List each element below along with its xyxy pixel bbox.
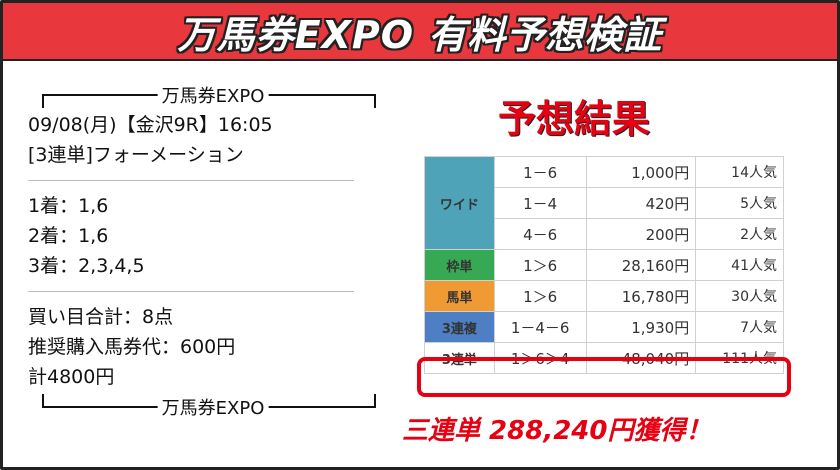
- combo: 1－4－6: [493, 311, 587, 343]
- bracket-tick-left: [42, 94, 44, 108]
- table-row: 4－6 200円 2人気: [425, 218, 784, 250]
- table-row: 3連複 1－4－6 1,930円 7人気: [424, 311, 784, 343]
- brand-label-top: 万馬券EXPO: [157, 82, 269, 108]
- combo: 1－4: [493, 187, 587, 219]
- payout-table: ワイド 1－6 1,000円 14人気 1－4 420円 5人気 4－6 200…: [424, 156, 784, 374]
- result-title: 予想結果: [498, 97, 651, 141]
- second-place: 2着：1,6: [28, 225, 109, 247]
- bet-kind-waku: 枠単: [424, 249, 495, 281]
- payout: 1,000円: [585, 156, 697, 188]
- brand-bracket-top: 万馬券EXPO: [28, 80, 398, 110]
- table-row: ワイド 1－6 1,000円 14人気: [424, 156, 784, 250]
- popularity: 14人気: [695, 156, 784, 188]
- first-place: 1着：1,6: [28, 195, 109, 217]
- combo: 1＞6: [493, 249, 587, 281]
- payout: 16,780円: [585, 280, 697, 312]
- combo: 1－6: [493, 156, 587, 188]
- bet-kind-wide: ワイド: [424, 156, 495, 250]
- combo: 1＞6: [493, 280, 587, 312]
- popularity: 5人気: [695, 187, 784, 219]
- prediction-card: 万馬券EXPO 09/08(月)【金沢9R】16:05 [3連単]フォーメーショ…: [28, 80, 398, 422]
- header-title: 万馬券EXPO 有料予想検証: [177, 12, 663, 57]
- bet-kind-umatan: 馬単: [424, 280, 495, 312]
- combo: 4－6: [493, 218, 587, 250]
- brand-label-bottom: 万馬券EXPO: [157, 394, 269, 420]
- payout: 28,160円: [585, 249, 697, 281]
- payout: 420円: [585, 187, 697, 219]
- total-cost: 計4800円: [28, 366, 115, 388]
- payout: 1,930円: [585, 311, 697, 343]
- table-row: 馬単 1＞6 16,780円 30人気: [424, 280, 784, 312]
- popularity: 7人気: [695, 311, 784, 343]
- separator: [28, 180, 354, 181]
- table-row: 1－4 420円 5人気: [425, 187, 784, 219]
- third-place: 3着：2,3,4,5: [28, 255, 145, 277]
- total-points: 買い目合計：8点: [28, 306, 174, 328]
- popularity: 41人気: [695, 249, 784, 281]
- payout: 200円: [585, 218, 697, 250]
- separator: [28, 291, 354, 292]
- bracket-tick-right: [374, 94, 376, 108]
- header-banner: 万馬券EXPO 有料予想検証: [3, 3, 837, 59]
- hit-highlight-box: [417, 357, 791, 397]
- brand-bracket-bottom: 万馬券EXPO: [28, 392, 398, 422]
- popularity: 2人気: [695, 218, 784, 250]
- popularity: 30人気: [695, 280, 784, 312]
- bet-kind-sanrenpuku: 3連複: [424, 311, 495, 343]
- header-divider: [3, 59, 837, 61]
- race-date: 09/08(月)【金沢9R】16:05: [28, 114, 273, 136]
- bet-type: [3連単]フォーメーション: [28, 144, 244, 166]
- table-row: 枠単 1＞6 28,160円 41人気: [424, 249, 784, 281]
- bracket-tick-right: [374, 394, 376, 408]
- gain-text: 三連単 288,240円獲得！: [402, 416, 712, 446]
- unit-price: 推奨購入馬券代：600円: [28, 336, 236, 358]
- bracket-tick-left: [42, 394, 44, 408]
